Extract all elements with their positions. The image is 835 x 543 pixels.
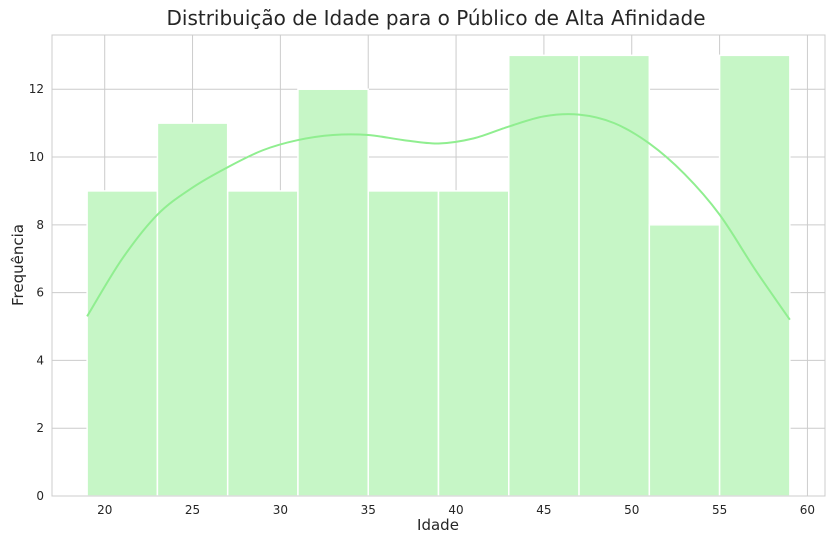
x-axis-label: Idade xyxy=(417,516,459,534)
y-tick-label: 10 xyxy=(29,150,44,164)
kde-curve xyxy=(86,113,791,321)
x-tick-label: 40 xyxy=(448,503,463,517)
x-tick-label: 25 xyxy=(185,503,200,517)
histogram-bar xyxy=(437,190,510,497)
x-tick-label: 55 xyxy=(712,503,727,517)
histogram-bar xyxy=(508,54,580,497)
histogram-bar xyxy=(367,190,440,497)
y-tick-label: 12 xyxy=(29,82,44,96)
y-tick-label: 4 xyxy=(36,353,44,367)
histogram-bar xyxy=(648,224,721,497)
x-tick-label: 45 xyxy=(536,503,551,517)
y-tick-label: 2 xyxy=(36,421,44,435)
y-tick-label: 0 xyxy=(36,489,44,503)
y-tick-label: 8 xyxy=(36,218,44,232)
x-tick-label: 60 xyxy=(800,503,815,517)
chart-title: Distribuição de Idade para o Público de … xyxy=(166,6,705,30)
x-tick-label: 30 xyxy=(273,503,288,517)
x-tick-label: 20 xyxy=(97,503,112,517)
histogram-bar xyxy=(86,190,159,497)
x-tick-label: 35 xyxy=(361,503,376,517)
plot-frame xyxy=(51,34,826,497)
histogram-bar xyxy=(156,122,229,497)
histogram-bar xyxy=(297,88,369,497)
histogram-bars xyxy=(86,54,791,497)
x-tick-labels: 20 25 30 35 40 45 50 55 60 xyxy=(97,503,815,517)
x-tick-label: 50 xyxy=(624,503,639,517)
y-tick-label: 6 xyxy=(36,286,44,300)
y-axis-label: Frequência xyxy=(9,224,27,306)
histogram-bar xyxy=(718,54,791,497)
y-tick-labels: 0 2 4 6 8 10 12 xyxy=(29,82,44,503)
histogram-bar xyxy=(226,190,299,497)
histogram-bar xyxy=(578,54,651,497)
